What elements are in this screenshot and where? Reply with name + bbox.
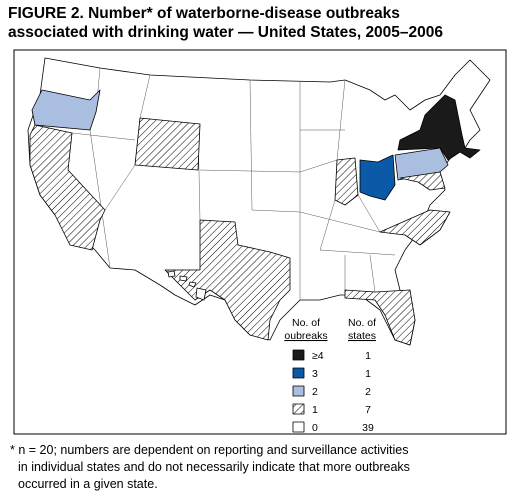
legend-count: 1 bbox=[365, 368, 371, 380]
footnote: in individual states and do not necessar… bbox=[18, 460, 410, 474]
legend-header: No. of bbox=[348, 317, 376, 329]
state-1 bbox=[379, 209, 451, 246]
legend-count: 1 bbox=[365, 350, 371, 362]
state-1 bbox=[399, 171, 446, 191]
legend-swatch bbox=[292, 385, 305, 397]
legend-label: ≥4 bbox=[312, 350, 324, 362]
state-3 bbox=[359, 154, 396, 201]
state-1 bbox=[134, 117, 201, 171]
footnote: occurred in a given state. bbox=[18, 477, 158, 491]
footnote: * n = 20; numbers are dependent on repor… bbox=[10, 443, 409, 457]
legend-swatch bbox=[292, 367, 305, 379]
state-1 bbox=[344, 289, 416, 346]
state-4plus bbox=[397, 94, 481, 161]
legend: No. of oubreaks No. of states ≥4 3 2 1 0… bbox=[284, 317, 376, 434]
state-2 bbox=[394, 147, 449, 181]
title-line: associated with drinking water — United … bbox=[8, 24, 443, 41]
state-1 bbox=[164, 219, 291, 341]
title-line: FIGURE 2. Number* of waterborne-disease … bbox=[8, 5, 400, 22]
legend-swatch bbox=[292, 349, 305, 361]
map-frame bbox=[13, 49, 507, 435]
state-1 bbox=[334, 157, 359, 206]
state-borders bbox=[67, 67, 396, 300]
legend-label: 3 bbox=[312, 368, 318, 380]
legend-swatch bbox=[292, 421, 305, 433]
legend-count: 2 bbox=[365, 386, 371, 398]
legend-header: oubreaks bbox=[284, 330, 327, 342]
hawaii bbox=[167, 270, 207, 301]
legend-count: 39 bbox=[362, 422, 374, 434]
legend-label: 1 bbox=[312, 404, 318, 416]
us-map bbox=[27, 57, 491, 346]
legend-label: 2 bbox=[312, 386, 318, 398]
legend-count: 7 bbox=[365, 404, 371, 416]
legend-label: 0 bbox=[312, 422, 318, 434]
state-1 bbox=[29, 124, 106, 251]
state-2 bbox=[31, 89, 101, 131]
legend-header: No. of bbox=[292, 317, 320, 329]
legend-swatch bbox=[292, 403, 305, 415]
legend-header: states bbox=[348, 330, 376, 342]
